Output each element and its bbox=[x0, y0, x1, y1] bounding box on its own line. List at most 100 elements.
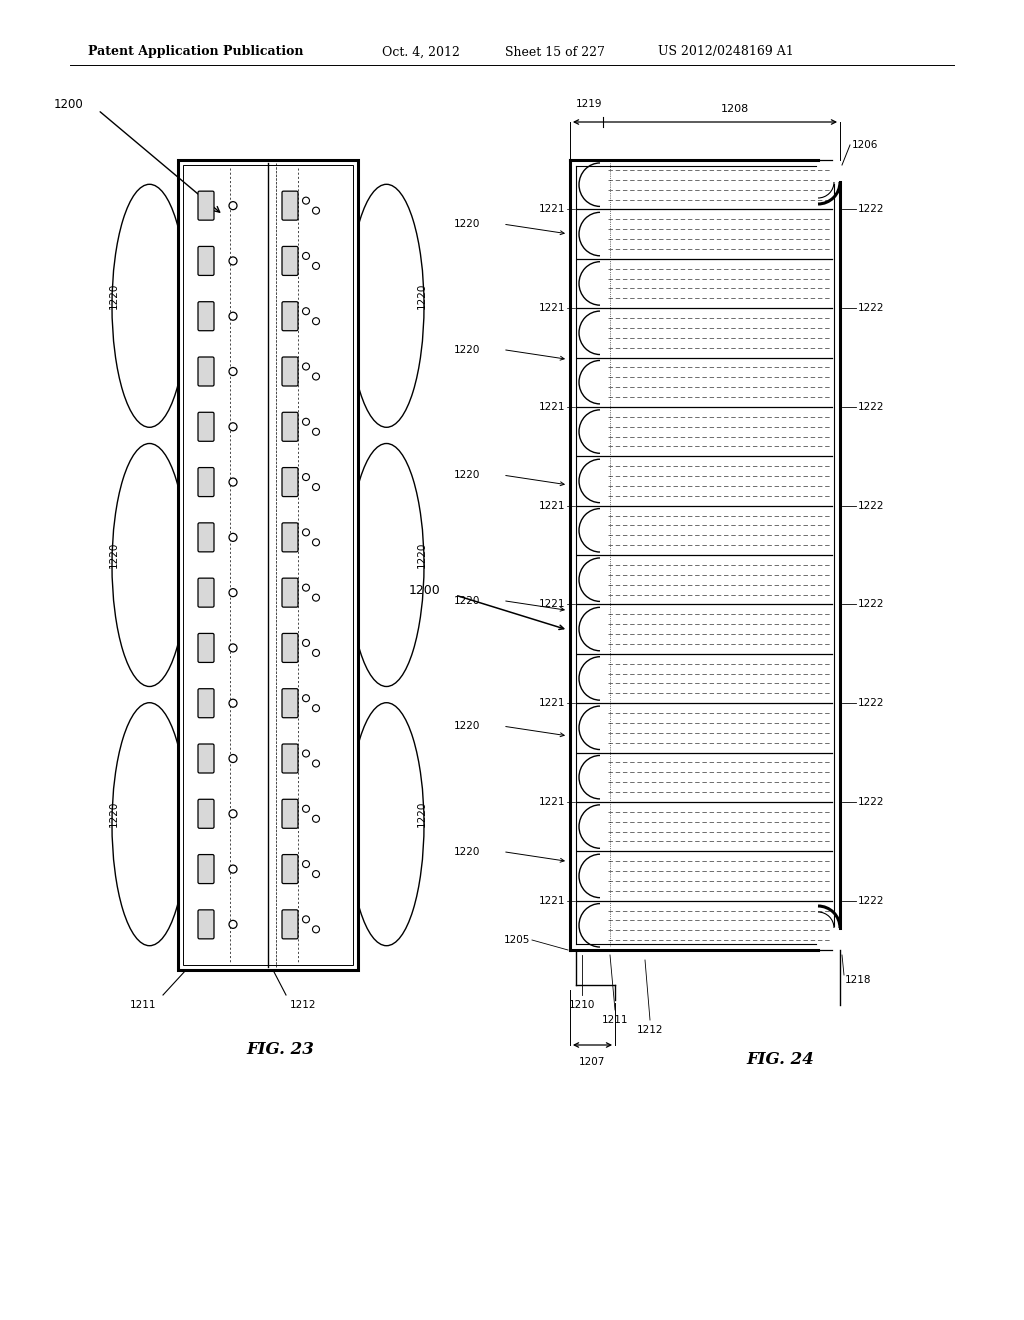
Circle shape bbox=[302, 916, 309, 923]
Circle shape bbox=[229, 533, 237, 541]
Circle shape bbox=[229, 644, 237, 652]
Circle shape bbox=[302, 418, 309, 425]
Circle shape bbox=[229, 422, 237, 430]
Circle shape bbox=[312, 483, 319, 491]
Circle shape bbox=[302, 363, 309, 370]
Text: 1220: 1220 bbox=[454, 219, 480, 230]
Text: 1207: 1207 bbox=[580, 1057, 605, 1067]
Circle shape bbox=[312, 207, 319, 214]
Circle shape bbox=[312, 925, 319, 933]
Circle shape bbox=[312, 539, 319, 546]
Text: FIG. 23: FIG. 23 bbox=[246, 1041, 314, 1059]
Text: 1221: 1221 bbox=[539, 401, 565, 412]
FancyBboxPatch shape bbox=[198, 634, 214, 663]
FancyBboxPatch shape bbox=[282, 523, 298, 552]
Text: 1222: 1222 bbox=[858, 599, 885, 610]
Text: 1222: 1222 bbox=[858, 698, 885, 708]
FancyBboxPatch shape bbox=[198, 356, 214, 385]
FancyBboxPatch shape bbox=[282, 578, 298, 607]
FancyBboxPatch shape bbox=[198, 302, 214, 331]
Circle shape bbox=[229, 809, 237, 818]
Text: Oct. 4, 2012: Oct. 4, 2012 bbox=[382, 45, 460, 58]
Circle shape bbox=[312, 318, 319, 325]
FancyBboxPatch shape bbox=[198, 247, 214, 276]
FancyBboxPatch shape bbox=[198, 191, 214, 220]
FancyBboxPatch shape bbox=[198, 523, 214, 552]
Text: 1220: 1220 bbox=[454, 595, 480, 606]
Text: 1211: 1211 bbox=[129, 1001, 156, 1010]
Text: 1210: 1210 bbox=[568, 1001, 595, 1010]
FancyBboxPatch shape bbox=[282, 689, 298, 718]
Bar bbox=[183, 165, 353, 965]
FancyBboxPatch shape bbox=[282, 467, 298, 496]
Text: US 2012/0248169 A1: US 2012/0248169 A1 bbox=[658, 45, 794, 58]
Circle shape bbox=[229, 920, 237, 928]
FancyBboxPatch shape bbox=[282, 247, 298, 276]
Text: 1220: 1220 bbox=[110, 282, 119, 309]
Circle shape bbox=[312, 649, 319, 656]
Text: 1220: 1220 bbox=[454, 345, 480, 355]
Circle shape bbox=[302, 639, 309, 647]
FancyBboxPatch shape bbox=[198, 744, 214, 774]
Text: 1221: 1221 bbox=[539, 304, 565, 313]
FancyBboxPatch shape bbox=[282, 412, 298, 441]
Circle shape bbox=[229, 478, 237, 486]
Text: 1205: 1205 bbox=[504, 935, 530, 945]
Circle shape bbox=[229, 865, 237, 873]
Text: 1220: 1220 bbox=[110, 801, 119, 828]
Circle shape bbox=[302, 529, 309, 536]
Text: 1218: 1218 bbox=[845, 975, 871, 985]
Circle shape bbox=[229, 367, 237, 375]
FancyBboxPatch shape bbox=[282, 634, 298, 663]
Circle shape bbox=[302, 805, 309, 812]
Text: 1222: 1222 bbox=[858, 896, 885, 906]
Text: 1220: 1220 bbox=[417, 801, 427, 828]
Circle shape bbox=[312, 705, 319, 711]
Text: 1220: 1220 bbox=[454, 470, 480, 480]
Circle shape bbox=[312, 871, 319, 878]
Circle shape bbox=[229, 257, 237, 265]
Text: 1221: 1221 bbox=[539, 698, 565, 708]
Text: 1220: 1220 bbox=[417, 541, 427, 568]
Text: 1200: 1200 bbox=[53, 99, 83, 111]
Circle shape bbox=[229, 700, 237, 708]
Text: 1219: 1219 bbox=[575, 99, 602, 110]
Text: 1221: 1221 bbox=[539, 500, 565, 511]
Circle shape bbox=[312, 374, 319, 380]
FancyBboxPatch shape bbox=[198, 854, 214, 883]
Text: 1212: 1212 bbox=[290, 1001, 316, 1010]
Circle shape bbox=[312, 760, 319, 767]
Text: 1200: 1200 bbox=[409, 583, 440, 597]
Circle shape bbox=[312, 816, 319, 822]
Circle shape bbox=[229, 313, 237, 321]
Text: 1220: 1220 bbox=[454, 721, 480, 731]
Circle shape bbox=[302, 750, 309, 756]
Circle shape bbox=[302, 694, 309, 702]
Text: 1211: 1211 bbox=[602, 1015, 629, 1026]
Circle shape bbox=[229, 589, 237, 597]
Text: 1221: 1221 bbox=[539, 205, 565, 214]
FancyBboxPatch shape bbox=[198, 578, 214, 607]
FancyBboxPatch shape bbox=[282, 909, 298, 939]
Text: 1220: 1220 bbox=[417, 282, 427, 309]
FancyBboxPatch shape bbox=[198, 467, 214, 496]
Circle shape bbox=[302, 197, 309, 205]
FancyBboxPatch shape bbox=[282, 800, 298, 828]
Circle shape bbox=[302, 474, 309, 480]
Circle shape bbox=[312, 428, 319, 436]
FancyBboxPatch shape bbox=[282, 854, 298, 883]
FancyBboxPatch shape bbox=[282, 744, 298, 774]
Text: 1222: 1222 bbox=[858, 797, 885, 807]
Bar bbox=[178, 160, 358, 970]
Text: 1222: 1222 bbox=[858, 304, 885, 313]
Text: 1222: 1222 bbox=[858, 401, 885, 412]
Text: 1206: 1206 bbox=[852, 140, 879, 150]
FancyBboxPatch shape bbox=[198, 412, 214, 441]
FancyBboxPatch shape bbox=[198, 689, 214, 718]
Circle shape bbox=[229, 202, 237, 210]
Text: Sheet 15 of 227: Sheet 15 of 227 bbox=[505, 45, 605, 58]
Text: 1212: 1212 bbox=[637, 1026, 664, 1035]
FancyBboxPatch shape bbox=[282, 191, 298, 220]
Circle shape bbox=[229, 755, 237, 763]
Circle shape bbox=[302, 861, 309, 867]
